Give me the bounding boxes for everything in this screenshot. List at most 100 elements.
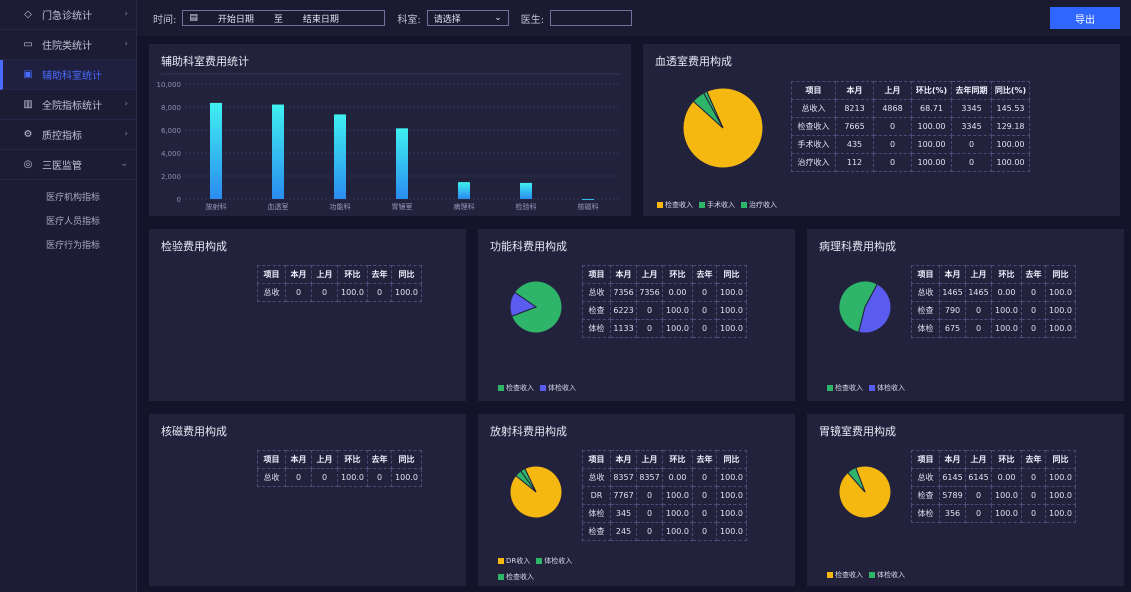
table-cell: 100.0 xyxy=(716,283,747,302)
table-cell: 0.00 xyxy=(662,283,693,302)
x-tick-label: 核磁科 xyxy=(578,202,599,211)
table-cell: 0 xyxy=(692,522,717,541)
bar-3[interactable] xyxy=(396,128,408,199)
table-cell: 0 xyxy=(873,117,912,136)
sidebar-item-2[interactable]: ▣ 辅助科室统计 xyxy=(0,60,136,90)
table-cell: 790 xyxy=(939,301,966,320)
pie-slice-2[interactable] xyxy=(520,467,537,493)
sidebar-subitem-1[interactable]: 医疗人员指标 xyxy=(46,216,101,227)
pie-slice-0[interactable] xyxy=(838,280,878,333)
column-header: 上月 xyxy=(636,265,663,284)
sidebar-item-0[interactable]: ◇ 门急诊统计 › xyxy=(0,0,136,30)
pie-slice-1[interactable] xyxy=(509,291,538,317)
bar-2[interactable] xyxy=(334,114,346,199)
column-header: 同比 xyxy=(716,265,747,284)
bar-4[interactable] xyxy=(458,182,470,199)
bar-5[interactable] xyxy=(520,182,532,199)
table-row: 手术收入 435 0 100.00 0 100.00 xyxy=(791,135,1030,154)
column-header: 环比(%) xyxy=(911,81,952,100)
legend-item[interactable]: 体检收入 xyxy=(536,556,572,566)
pie-slice-1[interactable] xyxy=(515,470,537,493)
y-tick-label: 0 xyxy=(177,196,181,204)
export-button[interactable]: 导出 xyxy=(1050,7,1120,29)
sidebar-subitem-2[interactable]: 医疗行为指标 xyxy=(46,240,101,251)
pie-slice-1[interactable] xyxy=(846,467,866,493)
column-header: 去年 xyxy=(367,450,392,469)
table-cell: 总收 xyxy=(911,468,940,487)
dept-select[interactable]: 请选择 ⌄ xyxy=(426,10,509,26)
table-cell: 1465 xyxy=(965,283,992,302)
legend-label: 检查收入 xyxy=(506,573,534,581)
chevron-icon: › xyxy=(124,39,128,49)
table-cell: 0.00 xyxy=(662,468,693,487)
table-cell: 7767 xyxy=(610,486,637,505)
table-cell: 0 xyxy=(692,319,717,338)
legend-item[interactable]: 检查收入 xyxy=(498,572,534,582)
legend-item[interactable]: 检查收入 xyxy=(657,200,693,210)
legend-label: DR收入 xyxy=(506,557,531,565)
legend-label: 检查收入 xyxy=(506,384,534,392)
column-header: 项目 xyxy=(582,450,611,469)
panel-title: 核磁费用构成 xyxy=(161,425,227,438)
sidebar-item-4[interactable]: ⚙ 质控指标 › xyxy=(0,120,136,150)
legend-item[interactable]: 治疗收入 xyxy=(741,200,777,210)
legend-item[interactable]: 手术收入 xyxy=(699,200,735,210)
table-cell: 总收 xyxy=(257,283,286,302)
legend-swatch xyxy=(657,202,663,208)
column-header: 去年 xyxy=(1021,265,1046,284)
table-cell: 0 xyxy=(636,522,663,541)
table-cell: 100.0 xyxy=(1045,319,1076,338)
sidebar-item-5[interactable]: ◎ 三医监管 ⌄ xyxy=(0,150,136,180)
legend-item[interactable]: 检查收入 xyxy=(498,383,534,393)
legend-item[interactable]: 体检收入 xyxy=(869,383,905,393)
column-header: 同比 xyxy=(1045,450,1076,469)
date-end[interactable]: 结束日期 xyxy=(302,14,339,25)
sidebar-item-3[interactable]: ▥ 全院指标统计 › xyxy=(0,90,136,120)
aux-dept-cost-panel: 辅助科室费用统计 10,000 8,000 6,000 4,000 2,000 0 放射科 血… xyxy=(149,44,631,216)
bar-1[interactable] xyxy=(272,104,284,199)
pie-slice-1[interactable] xyxy=(858,283,892,334)
pie-slice-0[interactable] xyxy=(511,280,563,334)
sidebar-item-1[interactable]: ▭ 住院类统计 › xyxy=(0,30,136,60)
legend-swatch xyxy=(869,385,875,391)
table-cell: 245 xyxy=(610,522,637,541)
table-cell: 6145 xyxy=(939,468,966,487)
legend-swatch xyxy=(699,202,705,208)
sidebar: ◇ 门急诊统计 › ▭ 住院类统计 › ▣ 辅助科室统计 ▥ 全院指标统计 › ⚙ 质控指标 › ◎ 三医监管… xyxy=(0,0,137,592)
table-cell: 100.00 xyxy=(911,153,952,172)
table-cell: 0 xyxy=(285,468,312,487)
calendar-icon: ▤ xyxy=(189,13,198,23)
bar-6[interactable] xyxy=(582,199,594,200)
table-cell: 检查 xyxy=(582,522,611,541)
legend-item[interactable]: 体检收入 xyxy=(540,383,576,393)
pie-slice-0[interactable] xyxy=(682,87,764,169)
doctor-input[interactable] xyxy=(550,10,633,26)
legend-swatch xyxy=(498,385,504,391)
legend-item[interactable]: 体检收入 xyxy=(869,570,905,580)
bar-0[interactable] xyxy=(210,102,222,199)
sidebar-nav: ◇ 门急诊统计 › ▭ 住院类统计 › ▣ 辅助科室统计 ▥ 全院指标统计 › ⚙ 质控指标 › ◎ 三医监管… xyxy=(0,0,136,180)
table-cell: 3345 xyxy=(951,117,992,136)
pie-slice-2[interactable] xyxy=(702,90,724,129)
date-start[interactable]: 开始日期 xyxy=(217,14,254,25)
table-cell: 100.0 xyxy=(716,486,747,505)
table-header-row: 项目 本月 上月 环比 去年 同比 xyxy=(582,450,747,469)
legend-item[interactable]: DR收入 xyxy=(498,556,530,566)
cost-table: 项目 本月 上月 环比 去年 同比 总收 0 0 100.0 0 100.0 xyxy=(257,450,422,487)
table-cell: 总收 xyxy=(582,468,611,487)
table-cell: 100.0 xyxy=(662,486,693,505)
legend-item[interactable]: 检查收入 xyxy=(827,570,863,580)
table-header-row: 项目 本月 上月 环比 去年 同比 xyxy=(257,265,422,284)
pie-slice-0[interactable] xyxy=(509,465,563,519)
table-cell: 100.0 xyxy=(991,319,1022,338)
legend-item[interactable]: 检查收入 xyxy=(827,383,863,393)
sidebar-subitem-0[interactable]: 医疗机构指标 xyxy=(46,192,101,203)
date-range-picker[interactable]: ▤ 开始日期 至 结束日期 xyxy=(182,10,386,26)
table-cell: 0 xyxy=(285,283,312,302)
table-row: 检查 790 0 100.0 0 100.0 xyxy=(911,301,1076,320)
table-cell: 6223 xyxy=(610,301,637,320)
table-cell: 100.0 xyxy=(716,468,747,487)
pie-slice-0[interactable] xyxy=(838,465,892,519)
pie-slice-1[interactable] xyxy=(692,92,724,129)
table-cell: 435 xyxy=(835,135,874,154)
